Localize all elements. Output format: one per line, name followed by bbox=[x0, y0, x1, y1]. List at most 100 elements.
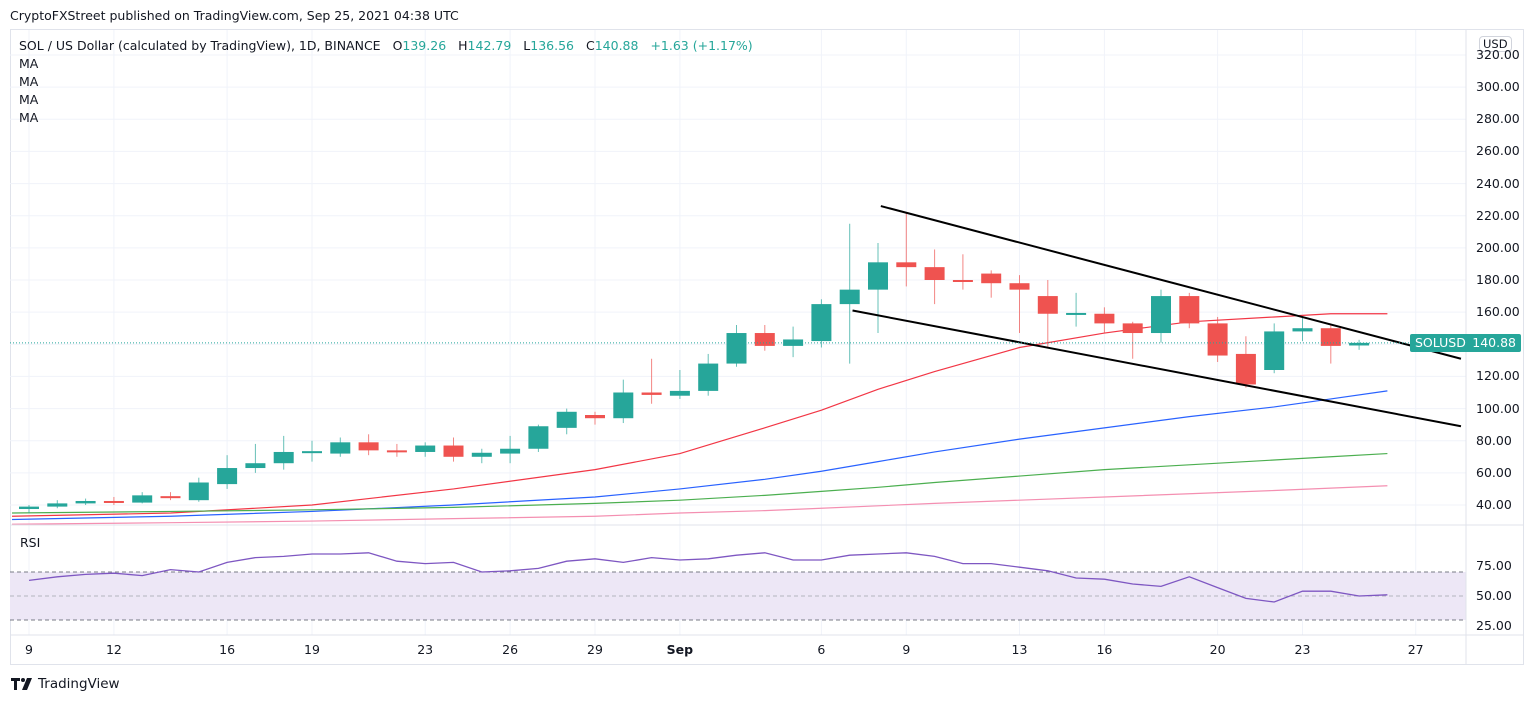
candle-body bbox=[1349, 342, 1370, 346]
candle-body bbox=[613, 392, 634, 419]
candle bbox=[1037, 280, 1058, 348]
candle bbox=[811, 299, 832, 348]
candle bbox=[641, 358, 662, 404]
last-price-symbol: SOLUSD bbox=[1415, 335, 1466, 350]
tradingview-logo[interactable]: TradingView bbox=[11, 676, 120, 692]
ma-legend-3[interactable]: MA bbox=[19, 92, 39, 107]
candle bbox=[103, 496, 124, 505]
candle bbox=[1179, 292, 1200, 329]
date-tick-label: 19 bbox=[304, 642, 320, 657]
date-tick-label: 12 bbox=[105, 642, 122, 657]
date-tick-label: 23 bbox=[417, 642, 434, 657]
ma-legend-4[interactable]: MA bbox=[19, 110, 39, 125]
candle bbox=[952, 254, 973, 290]
candle bbox=[443, 437, 464, 462]
candle-body bbox=[1151, 296, 1171, 334]
candle-body bbox=[726, 333, 747, 364]
price-tick-label: 160.00 bbox=[1476, 304, 1520, 320]
candle-body bbox=[443, 445, 464, 457]
open-label: O bbox=[392, 38, 403, 53]
currency-badge[interactable]: USD bbox=[1479, 36, 1512, 52]
price-tick-label: 180.00 bbox=[1476, 272, 1520, 287]
candle-body bbox=[75, 500, 96, 504]
candle-body bbox=[698, 363, 719, 391]
candle bbox=[1066, 292, 1087, 327]
rsi-tick-label: 50.00 bbox=[1476, 588, 1512, 603]
candle-body bbox=[188, 482, 209, 501]
candle-body bbox=[132, 495, 153, 503]
high-label: H bbox=[458, 38, 468, 53]
candle-body bbox=[1264, 331, 1285, 370]
tradingview-logo-text: TradingView bbox=[38, 676, 120, 692]
candle bbox=[1207, 316, 1228, 362]
rsi-tick-label: 25.00 bbox=[1476, 618, 1512, 633]
candle bbox=[1009, 275, 1030, 334]
candle-body bbox=[1122, 323, 1143, 334]
price-tick-label: 40.00 bbox=[1476, 497, 1512, 512]
rsi-label: RSI bbox=[20, 535, 41, 550]
candle-body bbox=[896, 262, 917, 268]
candle bbox=[754, 325, 775, 351]
rsi-tick-label: 75.00 bbox=[1476, 558, 1512, 573]
price-tick-label: 200.00 bbox=[1476, 239, 1520, 255]
candle bbox=[726, 325, 747, 367]
lower-trendline bbox=[852, 309, 1462, 428]
date-tick-label: 27 bbox=[1407, 642, 1424, 657]
price-tick-label: 120.00 bbox=[1476, 368, 1520, 384]
change-value: +1.63 (+1.17%) bbox=[650, 38, 753, 53]
candle-body bbox=[981, 273, 1002, 284]
candle-body bbox=[302, 451, 322, 454]
candle-body bbox=[358, 442, 379, 451]
candle-body bbox=[471, 452, 492, 457]
candle bbox=[1235, 336, 1256, 388]
price-tick-label: 320.00 bbox=[1476, 47, 1520, 62]
candle-body bbox=[1292, 328, 1313, 332]
date-tick-label: 16 bbox=[219, 642, 236, 657]
candle-body bbox=[1094, 313, 1115, 324]
candle-body bbox=[1037, 296, 1058, 314]
candle bbox=[500, 435, 521, 464]
candle-body bbox=[103, 500, 124, 503]
candle bbox=[273, 435, 294, 470]
candle-body bbox=[47, 503, 68, 507]
candle-body bbox=[1179, 296, 1200, 324]
publisher-line: CryptoFXStreet published on TradingView.… bbox=[10, 8, 459, 23]
candle bbox=[75, 498, 96, 505]
low-value: 136.56 bbox=[530, 38, 574, 53]
candle-body bbox=[924, 267, 945, 280]
candle bbox=[1264, 323, 1285, 374]
candle bbox=[613, 379, 634, 424]
candle bbox=[896, 212, 917, 287]
last-price-value: 140.88 bbox=[1472, 335, 1516, 350]
date-tick-label: 23 bbox=[1294, 642, 1311, 657]
candle bbox=[19, 505, 39, 514]
rsi-line bbox=[28, 552, 1388, 603]
candle bbox=[245, 443, 266, 473]
date-tick-label: 9 bbox=[902, 642, 911, 657]
ma-legend-2[interactable]: MA bbox=[19, 74, 39, 89]
candle-body bbox=[1066, 312, 1087, 315]
candle bbox=[330, 437, 351, 457]
ma-line-4 bbox=[12, 485, 1388, 525]
date-tick-label: Sep bbox=[666, 642, 694, 657]
candle bbox=[556, 408, 577, 435]
candle-body bbox=[952, 280, 973, 282]
candle-body bbox=[754, 333, 775, 346]
candle bbox=[868, 243, 888, 334]
moving-averages bbox=[12, 313, 1388, 525]
date-tick-label: 6 bbox=[817, 642, 826, 657]
candle bbox=[528, 424, 549, 452]
candle-body bbox=[19, 506, 39, 510]
chart-legend: SOL / US Dollar (calculated by TradingVi… bbox=[19, 37, 753, 127]
candle-body bbox=[245, 463, 266, 469]
ma-legend-1[interactable]: MA bbox=[19, 56, 39, 71]
symbol-title: SOL / US Dollar (calculated by TradingVi… bbox=[19, 38, 381, 53]
price-tick-label: 260.00 bbox=[1476, 143, 1520, 159]
high-value: 142.79 bbox=[467, 38, 512, 53]
upper-trendline bbox=[880, 205, 1462, 360]
candle-body bbox=[868, 262, 888, 290]
candle-body bbox=[217, 468, 238, 485]
date-tick-label: 9 bbox=[25, 642, 33, 657]
ma-line-2 bbox=[12, 390, 1388, 521]
